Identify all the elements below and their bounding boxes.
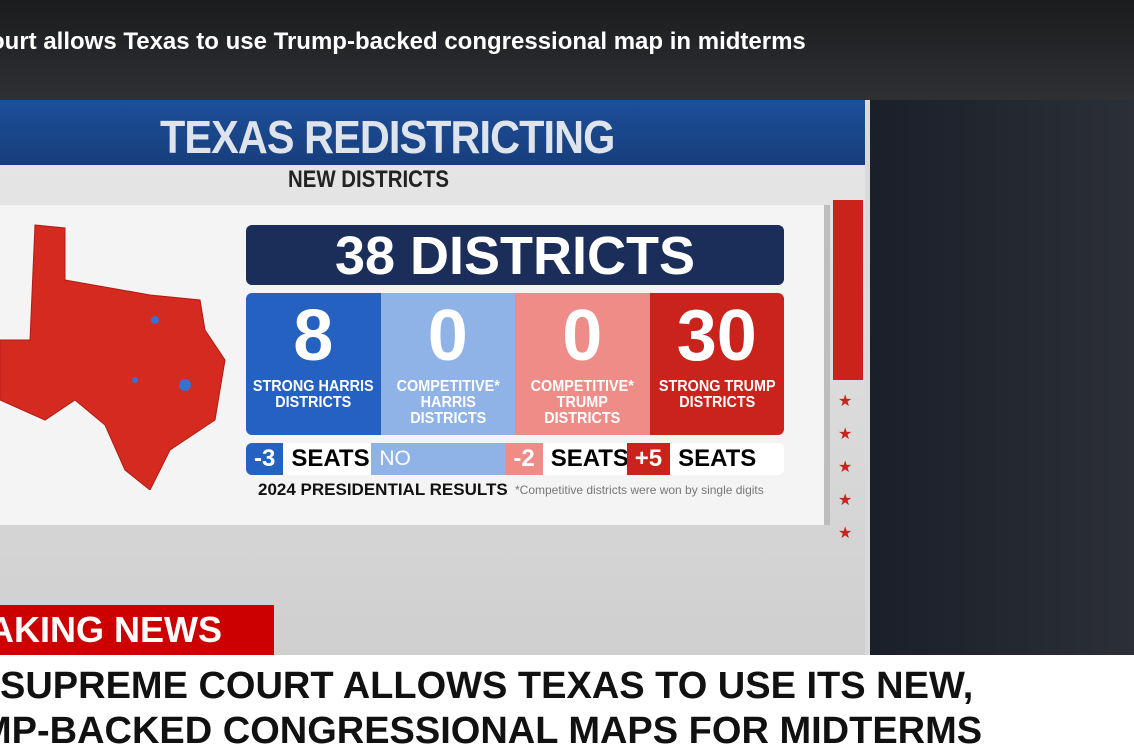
headline-line-2: MP-BACKED CONGRESSIONAL MAPS FOR MIDTERM… (0, 710, 983, 752)
change-unit: SEATS (550, 445, 629, 472)
change-value: -3 (246, 443, 284, 475)
change-unit: SEATS (678, 445, 757, 472)
cell-label: COMPETITIVE* TRUMP DISTRICTS (530, 378, 634, 427)
headline-line-1: SUPREME COURT ALLOWS TEXAS TO USE ITS NE… (0, 665, 974, 707)
footnote: *Competitive districts were won by singl… (515, 483, 764, 497)
video-player[interactable]: TEXAS REDISTRICTING NEW DISTRICTS ★ ★ ★ ★ ★ … (0, 100, 1134, 756)
red-strip (833, 200, 863, 380)
results-label: 2024 PRESIDENTIAL RESULTS (258, 480, 508, 499)
change-unit: SEATS (291, 445, 370, 472)
cell-value: 30 (676, 296, 757, 376)
cell-label: STRONG TRUMP DISTRICTS (658, 378, 776, 411)
graphic-banner: TEXAS REDISTRICTING (0, 100, 865, 165)
cell-value: 8 (293, 296, 334, 376)
change-value: -2 (505, 443, 543, 475)
texas-map (0, 224, 226, 490)
graphic-subtitle: NEW DISTRICTS (288, 166, 449, 193)
cell-competitive-trump: 0 COMPETITIVE* TRUMP DISTRICTS (515, 293, 650, 435)
district-cells: 8 STRONG HARRIS DISTRICTS 0 COMPETITIVE* H… (246, 293, 784, 435)
banner-title: TEXAS REDISTRICTING (160, 111, 615, 163)
anchor-video (870, 100, 1134, 655)
cell-competitive-harris: 0 COMPETITIVE* HARRIS DISTRICTS (380, 293, 515, 435)
cell-value: 0 (562, 296, 603, 376)
redistricting-graphic: TEXAS REDISTRICTING NEW DISTRICTS ★ ★ ★ ★ ★ … (0, 100, 865, 655)
lower-third: SUPREME COURT ALLOWS TEXAS TO USE ITS NE… (0, 655, 1134, 756)
breaking-text: AKING NEWS (0, 609, 222, 650)
cell-strong-harris: 8 STRONG HARRIS DISTRICTS (246, 293, 381, 435)
cell-label: STRONG HARRIS DISTRICTS (252, 378, 374, 411)
cell-label: COMPETITIVE* HARRIS DISTRICTS (396, 378, 500, 427)
total-districts: 38 DISTRICTS (246, 225, 784, 286)
breaking-news-label: AKING NEWS (0, 605, 274, 655)
video-header: ourt allows Texas to use Trump-backed co… (0, 0, 1134, 100)
cell-strong-trump: 30 STRONG TRUMP DISTRICTS (649, 293, 784, 435)
change-value: +5 (626, 443, 671, 475)
cell-value: 0 (427, 296, 468, 376)
change-value: NO CHANGE (371, 443, 506, 475)
stars-decoration: ★ ★ ★ ★ ★ (838, 393, 853, 542)
video-title: ourt allows Texas to use Trump-backed co… (0, 28, 806, 55)
